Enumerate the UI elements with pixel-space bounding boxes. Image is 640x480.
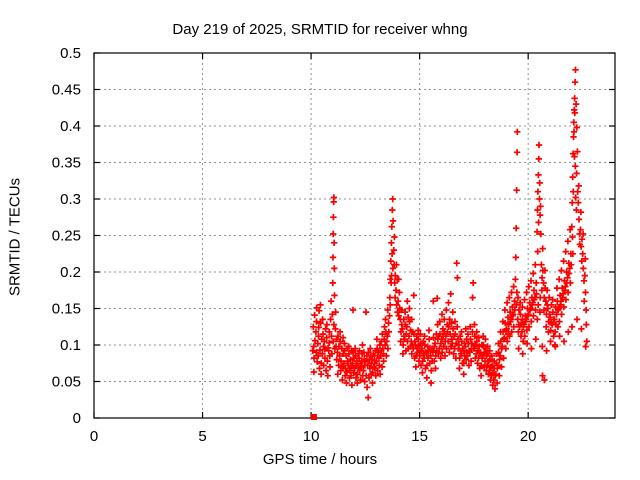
x-tick-label: 5 bbox=[198, 428, 206, 445]
y-tick-label: 0.45 bbox=[52, 82, 81, 99]
x-axis-label: GPS time / hours bbox=[262, 451, 378, 468]
y-tick-label: 0.3 bbox=[60, 191, 81, 208]
y-tick-label: 0.25 bbox=[52, 228, 81, 245]
y-axis-label: SRMTID / TECUs bbox=[6, 177, 24, 297]
y-tick-label: 0.4 bbox=[60, 118, 81, 135]
x-tick-label: 15 bbox=[411, 428, 428, 445]
x-tick-label: 10 bbox=[303, 428, 320, 445]
zero-point-marker bbox=[310, 414, 317, 420]
y-tick-label: 0.05 bbox=[52, 374, 81, 391]
chart-title: Day 219 of 2025, SRMTID for receiver whn… bbox=[172, 21, 468, 38]
y-tick-label: 0 bbox=[73, 410, 81, 427]
x-tick-label: 20 bbox=[520, 428, 537, 445]
y-tick-label: 0.35 bbox=[52, 155, 81, 172]
y-tick-label: 0.1 bbox=[60, 337, 81, 354]
y-tick-label: 0.15 bbox=[52, 301, 81, 318]
y-tick-label: 0.5 bbox=[60, 45, 81, 62]
x-tick-label: 0 bbox=[90, 428, 98, 445]
y-tick-label: 0.2 bbox=[60, 264, 81, 281]
scatter-points bbox=[309, 66, 590, 401]
